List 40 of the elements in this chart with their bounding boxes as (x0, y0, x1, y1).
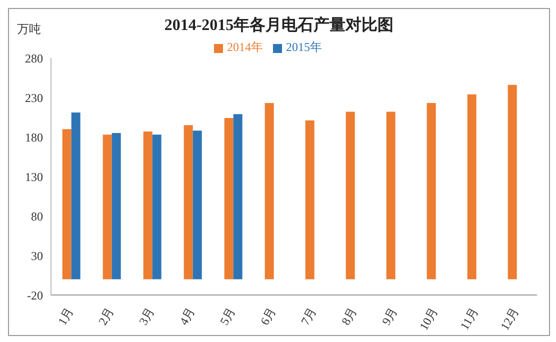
bar (426, 103, 436, 280)
x-tick-label: 11月 (457, 304, 482, 332)
x-tick-label: 4月 (176, 304, 198, 328)
y-tick-label: 180 (25, 130, 43, 144)
bar (184, 125, 193, 280)
bar (71, 112, 80, 280)
bar (305, 120, 314, 280)
x-tick-label: 1月 (55, 304, 76, 328)
bar (346, 112, 355, 280)
bar (192, 130, 202, 280)
x-tick-label: 3月 (136, 304, 158, 328)
x-tick-label: 8月 (338, 304, 360, 328)
bar (102, 134, 112, 280)
x-tick-label: 2月 (96, 304, 117, 328)
legend-label: 2015年 (286, 40, 322, 54)
y-axis-title: 万吨 (17, 21, 41, 38)
x-tick-label: 12月 (498, 304, 522, 333)
bar (62, 129, 72, 280)
x-tick-label: 10月 (416, 304, 441, 333)
bar (112, 133, 121, 280)
bar (233, 114, 242, 280)
y-tick-label: 280 (25, 51, 43, 66)
bar (386, 112, 396, 280)
bar (224, 118, 234, 280)
x-tick-label: 9月 (379, 304, 400, 328)
y-tick-label: 30 (31, 248, 43, 263)
x-tick-label: 5月 (217, 304, 238, 328)
y-tick-label: 130 (25, 170, 43, 184)
x-tick-label: 7月 (298, 304, 320, 328)
bar (152, 134, 162, 280)
y-tick-label: -20 (27, 288, 43, 302)
bar (508, 84, 517, 280)
y-tick-label: 80 (31, 209, 43, 224)
legend-label: 2014年 (227, 40, 263, 54)
y-tick-label: 230 (25, 90, 43, 105)
x-tick-label: 6月 (258, 304, 279, 328)
bar (264, 103, 274, 280)
bar (143, 131, 152, 280)
chart-title: 2014-2015年各月电石产量对比图 (164, 17, 394, 34)
bar (467, 94, 476, 280)
